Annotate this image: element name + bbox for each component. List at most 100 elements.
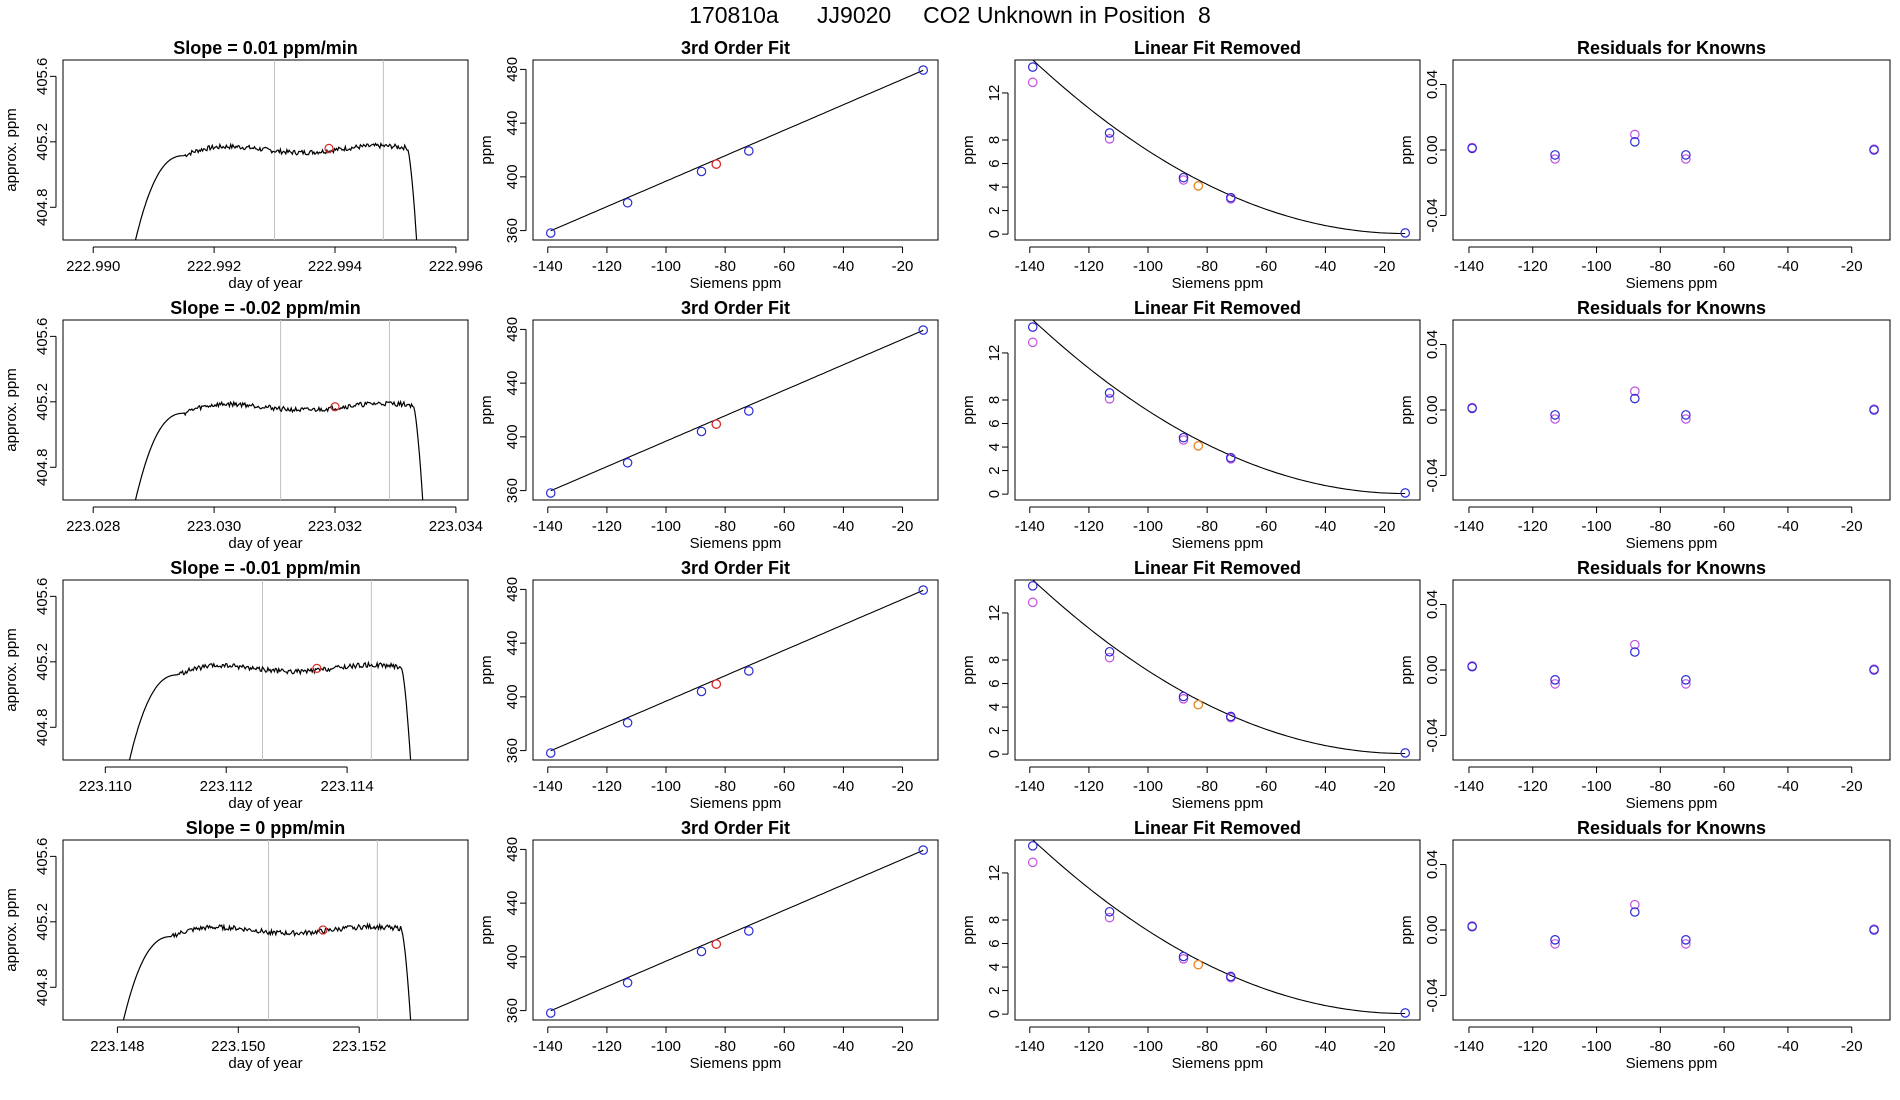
y-tick-label: 4	[986, 183, 1003, 191]
x-tick-label: -40	[1315, 518, 1337, 535]
y-tick-label: 404.8	[34, 968, 51, 1006]
panel-title: Residuals for Knowns	[1577, 38, 1766, 58]
x-tick-label: -20	[1841, 518, 1863, 535]
x-tick-label: -120	[1074, 1038, 1104, 1055]
known-point-alt	[1178, 694, 1189, 704]
fit-curve	[1032, 60, 1406, 235]
y-axis-label: ppm	[478, 135, 495, 164]
unknown-point	[711, 679, 722, 689]
x-tick-label: -40	[1315, 778, 1337, 795]
x-tick-label: -60	[1713, 518, 1735, 535]
y-tick-label: 400	[504, 684, 521, 709]
x-tick-label: 223.152	[332, 1038, 386, 1055]
fit-curve	[1032, 580, 1406, 755]
known-point	[1104, 646, 1115, 657]
y-tick-label: 12	[986, 605, 1003, 622]
panel-r4-c4: Residuals for Knowns -140 -120 -100 -80 -60 -4…	[1398, 818, 1891, 1072]
x-tick-label: -100	[1133, 1038, 1163, 1055]
known-point	[1027, 581, 1038, 591]
panel-title: Slope = 0.01 ppm/min	[173, 38, 358, 58]
x-tick-label: 223.148	[90, 1038, 144, 1055]
known-point	[1869, 405, 1879, 415]
known-point	[622, 717, 633, 728]
x-axis-label: Siemens ppm	[1172, 275, 1264, 292]
panel-r3-c2: 3rd Order Fit -140 -120 -100 -80 -60 -40 -20 Sie…	[478, 558, 939, 812]
x-axis-label: Siemens ppm	[1172, 795, 1264, 812]
x-tick-label: -100	[1133, 518, 1163, 535]
x-axis-label: day of year	[228, 795, 302, 812]
fit-curve	[550, 329, 924, 492]
x-tick-label: 223.034	[429, 518, 483, 535]
y-tick-label: 360	[504, 738, 521, 763]
known-point-alt	[1027, 77, 1038, 88]
known-point	[744, 926, 754, 936]
x-tick-label: -20	[892, 258, 914, 275]
known-point-alt	[1178, 435, 1189, 445]
x-tick-label: -100	[1582, 778, 1612, 795]
x-axis-label: Siemens ppm	[690, 275, 782, 292]
known-point	[744, 666, 754, 676]
unknown-point	[1193, 699, 1204, 710]
x-tick-label: -140	[1015, 778, 1045, 795]
x-tick-label: -120	[1074, 518, 1104, 535]
known-point	[918, 325, 929, 335]
y-axis-label: ppm	[1398, 135, 1415, 164]
x-tick-label: -40	[833, 1038, 855, 1055]
x-axis-label: Siemens ppm	[1626, 535, 1718, 552]
y-tick-label: 440	[504, 891, 521, 916]
y-tick-label: 4	[986, 443, 1003, 451]
known-point	[918, 585, 929, 595]
known-point	[1467, 403, 1477, 414]
known-point	[1400, 1008, 1411, 1018]
known-point	[622, 197, 633, 208]
y-tick-label: 405.2	[34, 123, 51, 161]
x-tick-label: -100	[1582, 258, 1612, 275]
y-axis-label: ppm	[960, 655, 977, 684]
y-tick-label: 0	[986, 750, 1003, 758]
known-point	[696, 946, 707, 957]
y-tick-label: 480	[504, 317, 521, 342]
x-tick-label: -120	[592, 1038, 622, 1055]
y-tick-label: 360	[504, 218, 521, 243]
x-tick-label: -120	[1518, 258, 1548, 275]
plot-frame	[1014, 579, 1421, 761]
x-tick-label: -60	[1255, 518, 1277, 535]
plot-frame	[532, 839, 939, 1021]
y-tick-label: 0	[986, 230, 1003, 238]
x-tick-label: -60	[1255, 778, 1277, 795]
x-axis-label: Siemens ppm	[1626, 795, 1718, 812]
x-tick-label: 223.114	[321, 778, 374, 795]
known-point	[1027, 841, 1038, 851]
y-tick-label: 0.04	[1424, 70, 1441, 99]
x-tick-label: -120	[592, 778, 622, 795]
known-point-alt	[1630, 129, 1640, 140]
figure-title: 170810a JJ9020 CO2 Unknown in Position 8	[689, 2, 1211, 28]
y-tick-label: 480	[504, 837, 521, 862]
y-tick-label: 6	[986, 679, 1003, 687]
plot-frame	[62, 59, 469, 241]
known-point-alt	[1681, 679, 1691, 689]
x-tick-label: -120	[1518, 778, 1548, 795]
x-tick-label: 223.150	[211, 1038, 265, 1055]
y-tick-label: 400	[504, 424, 521, 449]
plot-frame	[1452, 59, 1891, 241]
panel-title: Slope = -0.01 ppm/min	[170, 558, 361, 578]
x-tick-label: -140	[1015, 1038, 1045, 1055]
x-tick-label: -140	[533, 258, 563, 275]
known-point	[696, 426, 707, 437]
known-point	[1681, 675, 1691, 685]
y-tick-label: 6	[986, 939, 1003, 947]
x-tick-label: -80	[1649, 258, 1671, 275]
y-tick-label: -0.04	[1424, 458, 1441, 492]
panel-r2-c4: Residuals for Knowns -140 -120 -100 -80 -60 -4…	[1398, 298, 1891, 552]
known-point	[1027, 62, 1038, 72]
panel-title: 3rd Order Fit	[681, 558, 790, 578]
y-tick-label: -0.04	[1424, 198, 1441, 232]
y-axis-label: ppm	[478, 915, 495, 944]
x-tick-label: -20	[892, 778, 914, 795]
x-tick-label: -100	[651, 258, 681, 275]
x-tick-label: -80	[1196, 1038, 1218, 1055]
panel-r3-c4: Residuals for Knowns -140 -120 -100 -80 -60 -4…	[1398, 558, 1891, 812]
known-point	[545, 1008, 556, 1018]
panel-r4-c2: 3rd Order Fit -140 -120 -100 -80 -60 -40 -20 Sie…	[478, 818, 939, 1072]
